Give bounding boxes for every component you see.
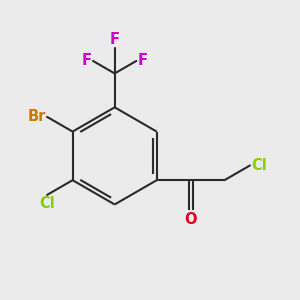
- Text: F: F: [82, 53, 92, 68]
- Text: Cl: Cl: [39, 196, 55, 211]
- Text: F: F: [138, 53, 148, 68]
- Text: F: F: [110, 32, 120, 47]
- Text: Br: Br: [27, 110, 46, 124]
- Text: Cl: Cl: [251, 158, 267, 173]
- Text: O: O: [184, 212, 197, 227]
